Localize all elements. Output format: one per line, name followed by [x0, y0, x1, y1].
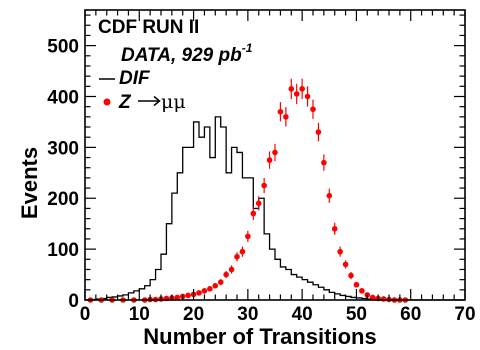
- z-data-point: [353, 281, 360, 288]
- x-tick-label: 20: [183, 304, 204, 325]
- x-axis-title: Number of Transitions: [143, 324, 376, 349]
- z-data-point: [321, 159, 327, 166]
- z-data-point: [310, 106, 316, 113]
- x-tick-label: 0: [80, 304, 91, 325]
- x-tick-label: 60: [400, 304, 421, 325]
- z-data-point: [196, 290, 202, 296]
- legend-dif-label: DIF: [119, 68, 151, 89]
- plot-area: [85, 78, 465, 303]
- z-data-point: [348, 272, 354, 279]
- legend-z-marker: [103, 98, 111, 106]
- z-data-point: [212, 282, 219, 289]
- annotation-block: CDF RUN II DATA, 929 pb-1 DIF Z μμ: [98, 17, 253, 113]
- z-data-point: [359, 288, 365, 294]
- dataset-superscript: -1: [242, 41, 253, 55]
- z-data-point: [223, 271, 229, 278]
- y-tick-label: 0: [68, 291, 79, 312]
- z-data-point: [293, 91, 300, 97]
- series-z-points: [87, 78, 409, 303]
- z-data-point: [234, 253, 240, 260]
- z-data-point: [326, 192, 333, 199]
- z-data-point: [380, 296, 387, 302]
- z-data-point: [239, 248, 246, 255]
- z-data-point: [201, 288, 208, 294]
- y-tick-label: 300: [47, 138, 79, 159]
- z-data-point: [342, 261, 349, 268]
- z-data-point: [299, 86, 305, 92]
- x-tick-label: 50: [346, 304, 367, 325]
- y-axis-title: Events: [17, 147, 42, 219]
- z-data-point: [277, 108, 284, 115]
- z-data-point: [304, 93, 311, 100]
- x-tick-label: 40: [292, 304, 313, 325]
- axes: 0 10 20 30 40 50 60 70 0 100 200 300 400 500: [47, 9, 476, 325]
- z-data-point: [283, 114, 289, 120]
- x-tick-label: 30: [237, 304, 258, 325]
- z-data-point: [174, 294, 181, 301]
- y-tick-label: 400: [47, 87, 79, 108]
- arrow-icon: [138, 95, 161, 107]
- z-data-point: [331, 225, 338, 232]
- z-data-point: [207, 286, 213, 292]
- experiment-label: CDF RUN II: [98, 17, 199, 38]
- legend-z-suffix: μμ: [161, 91, 186, 113]
- z-data-point: [288, 86, 295, 92]
- legend-z-prefix: Z: [118, 92, 132, 113]
- z-data-point: [217, 279, 224, 285]
- x-tick-label: 70: [454, 304, 475, 325]
- plot-frame: [84, 9, 466, 301]
- z-data-point: [261, 182, 267, 189]
- z-data-point: [228, 266, 235, 273]
- z-data-point: [250, 210, 257, 217]
- z-data-point: [266, 157, 273, 163]
- z-data-point: [315, 129, 322, 135]
- z-data-point: [255, 200, 262, 207]
- z-data-point: [369, 294, 376, 301]
- z-data-point: [245, 233, 251, 240]
- z-data-point: [337, 248, 343, 255]
- y-tick-label: 100: [47, 240, 79, 261]
- x-tick-label: 10: [129, 304, 150, 325]
- y-tick-label: 200: [47, 189, 79, 210]
- z-data-point: [272, 149, 278, 156]
- z-data-point: [185, 292, 191, 299]
- dataset-text: DATA, 929 pb: [121, 45, 242, 66]
- y-tick-label: 500: [47, 37, 79, 58]
- dataset-label: DATA, 929 pb-1: [121, 41, 253, 66]
